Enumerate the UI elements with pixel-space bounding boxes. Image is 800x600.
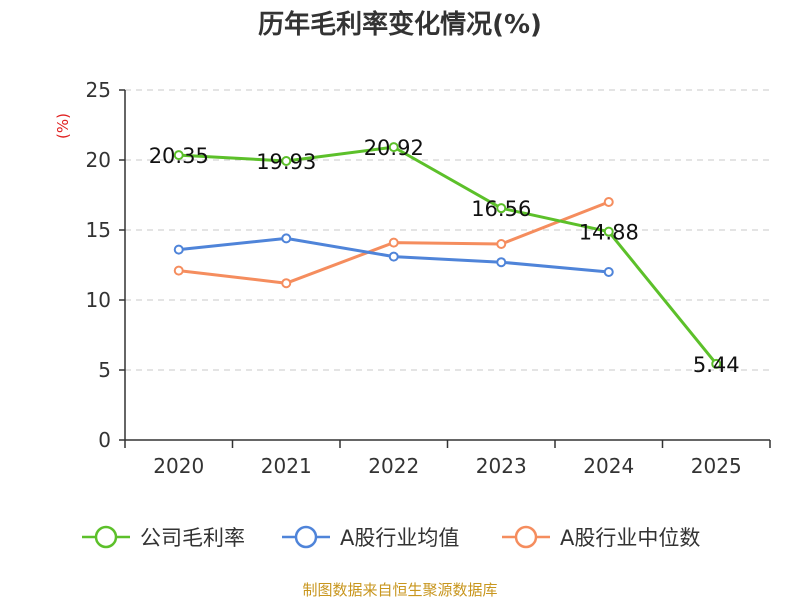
legend-label: A股行业均值 [340,526,459,550]
data-label: 16.56 [471,197,531,221]
legend-label: 公司毛利率 [140,526,245,550]
y-tick-label: 10 [86,288,111,312]
data-point[interactable] [173,150,184,161]
series-line-0 [178,145,718,365]
data-point[interactable] [603,267,614,277]
data-point[interactable] [388,237,399,248]
data-label: 19.93 [256,150,316,174]
y-tick-label: 20 [86,148,111,172]
y-tick-label: 0 [98,428,111,452]
data-point[interactable] [281,278,292,289]
data-label: 14.88 [579,221,639,245]
data-label: 5.44 [693,353,740,377]
data-point[interactable] [711,358,722,369]
series-lines [173,142,722,369]
x-tick-label: 2024 [583,454,634,478]
legend-item-0[interactable]: 公司毛利率 [82,525,245,550]
data-point[interactable] [496,239,507,249]
y-axis-unit: (%) [54,113,72,139]
grid-lines [125,89,770,371]
data-labels: 20.35 19.93 20.92 16.56 14.88 5.44 [149,136,740,377]
source-note: 制图数据来自恒生聚源数据库 [302,581,497,599]
y-tick-label: 5 [98,358,111,382]
data-point[interactable] [603,226,614,237]
y-tick-label: 15 [86,218,111,242]
x-tick-label: 2022 [368,454,419,478]
x-tick-label: 2025 [691,454,742,478]
data-point[interactable] [281,233,292,244]
legend-marker-icon [294,525,318,549]
data-point[interactable] [603,197,614,207]
legend-marker-icon [94,525,118,549]
legend-label: A股行业中位数 [560,526,700,550]
x-tick-label: 2023 [476,454,527,478]
data-point[interactable] [173,244,184,255]
legend[interactable]: 公司毛利率 A股行业均值 A股行业中位数 [82,525,700,550]
legend-marker-icon [514,525,538,549]
legend-item-1[interactable]: A股行业均值 [282,525,459,550]
x-tick-label: 2020 [153,454,204,478]
data-point[interactable] [173,265,184,276]
data-label: 20.92 [364,136,424,160]
data-point[interactable] [281,155,292,166]
chart-title: 历年毛利率变化情况(%) [258,9,542,40]
x-tick-label: 2021 [261,454,312,478]
data-label: 20.35 [149,144,209,168]
legend-item-2[interactable]: A股行业中位数 [502,525,700,550]
data-point[interactable] [496,257,507,268]
data-point[interactable] [496,203,507,214]
y-tick-label: 25 [86,78,111,102]
data-point[interactable] [388,251,399,262]
data-point[interactable] [388,142,399,153]
